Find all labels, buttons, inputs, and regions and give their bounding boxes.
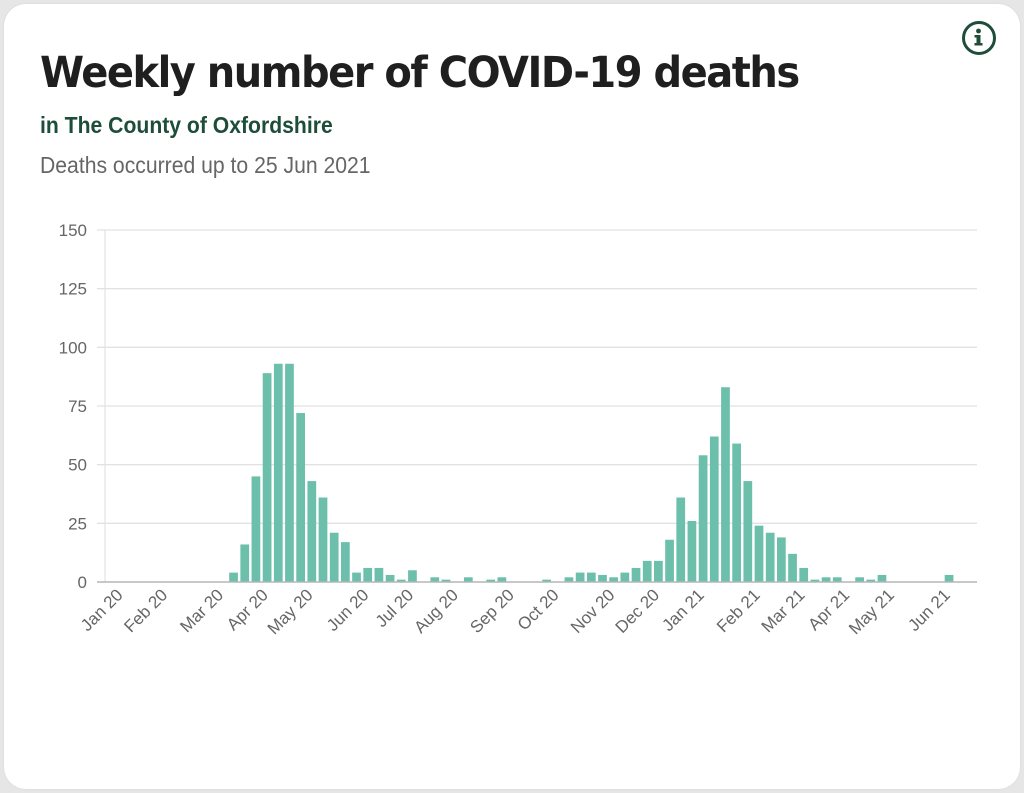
bar: [542, 579, 551, 582]
bar: [721, 387, 730, 582]
x-tick-label: Jun 20: [323, 585, 373, 635]
chart-card: Weekly number of COVID-19 deaths in The …: [4, 4, 1020, 789]
bar: [374, 567, 384, 582]
bar: [296, 413, 305, 582]
bar: [832, 577, 842, 582]
y-tick-label: 125: [59, 280, 87, 299]
bar: [408, 570, 417, 582]
data-date-note: Deaths occurred up to 25 Jun 2021: [40, 152, 371, 178]
bar: [631, 567, 641, 582]
bar: [575, 572, 585, 582]
bar: [441, 579, 451, 582]
x-tick-label: Oct 20: [514, 585, 563, 634]
x-tick-label: Feb 21: [713, 585, 764, 636]
bar: [799, 567, 809, 582]
bar: [251, 476, 261, 582]
y-tick-label: 0: [78, 573, 87, 592]
bar: [229, 572, 238, 582]
bar: [877, 574, 887, 582]
bar: [273, 363, 283, 582]
bar: [642, 560, 652, 582]
info-button[interactable]: [962, 21, 996, 55]
bar: [765, 532, 775, 582]
x-tick-label: Mar 20: [176, 585, 227, 636]
bar: [788, 553, 797, 582]
bar: [385, 574, 395, 582]
info-icon: [974, 28, 983, 46]
y-tick-label: 75: [68, 397, 87, 416]
gridlines: [97, 229, 977, 582]
bar: [240, 544, 250, 582]
x-tick-label: Feb 20: [120, 585, 171, 636]
y-tick-label: 150: [59, 221, 87, 240]
bar: [463, 577, 473, 582]
x-tick-label: Jan 20: [77, 585, 127, 635]
bar: [341, 542, 350, 582]
x-tick-label: Mar 21: [758, 585, 809, 636]
bar: [754, 525, 764, 582]
bar: [352, 572, 361, 582]
bar: [318, 497, 328, 582]
x-tick-label: Sep 20: [466, 585, 518, 637]
bar: [598, 574, 607, 582]
x-tick-label: May 21: [845, 585, 898, 638]
bar: [866, 579, 876, 582]
bar: [609, 577, 619, 582]
y-axis: 0 25 50 75 100 125 150: [59, 221, 87, 592]
bar: [262, 373, 272, 582]
bar: [810, 579, 820, 582]
bar: [396, 579, 406, 582]
chart-title: Weekly number of COVID-19 deaths: [40, 48, 800, 98]
bar: [676, 497, 686, 582]
x-tick-label: Jun 21: [904, 585, 954, 635]
bar: [777, 537, 786, 582]
bar: [486, 579, 496, 582]
bar: [855, 577, 864, 582]
bar: [821, 577, 831, 582]
x-tick-label: May 20: [264, 585, 317, 638]
x-tick-label: Nov 20: [567, 585, 619, 637]
bar: [430, 577, 440, 582]
bar: [285, 363, 294, 582]
y-tick-label: 25: [68, 514, 87, 533]
bar: [586, 572, 596, 582]
bar: [944, 574, 954, 582]
bars: [229, 363, 954, 582]
bar: [709, 436, 719, 582]
y-tick-label: 100: [59, 338, 87, 357]
bar: [620, 572, 630, 582]
bar: [363, 567, 373, 582]
bar: [665, 539, 674, 582]
y-tick-label: 50: [68, 456, 87, 475]
bar: [687, 520, 697, 582]
x-tick-label: Dec 20: [612, 585, 664, 637]
bar: [329, 532, 339, 582]
bar: [743, 481, 753, 582]
bar: [698, 455, 708, 582]
x-tick-label: Jan 21: [658, 585, 708, 635]
bar: [654, 560, 663, 582]
bar: [732, 443, 741, 582]
bar: [307, 481, 317, 582]
bar: [497, 577, 507, 582]
x-tick-label: Aug 20: [410, 585, 462, 637]
chart-subtitle: in The County of Oxfordshire: [40, 112, 333, 138]
bar: [564, 577, 574, 582]
